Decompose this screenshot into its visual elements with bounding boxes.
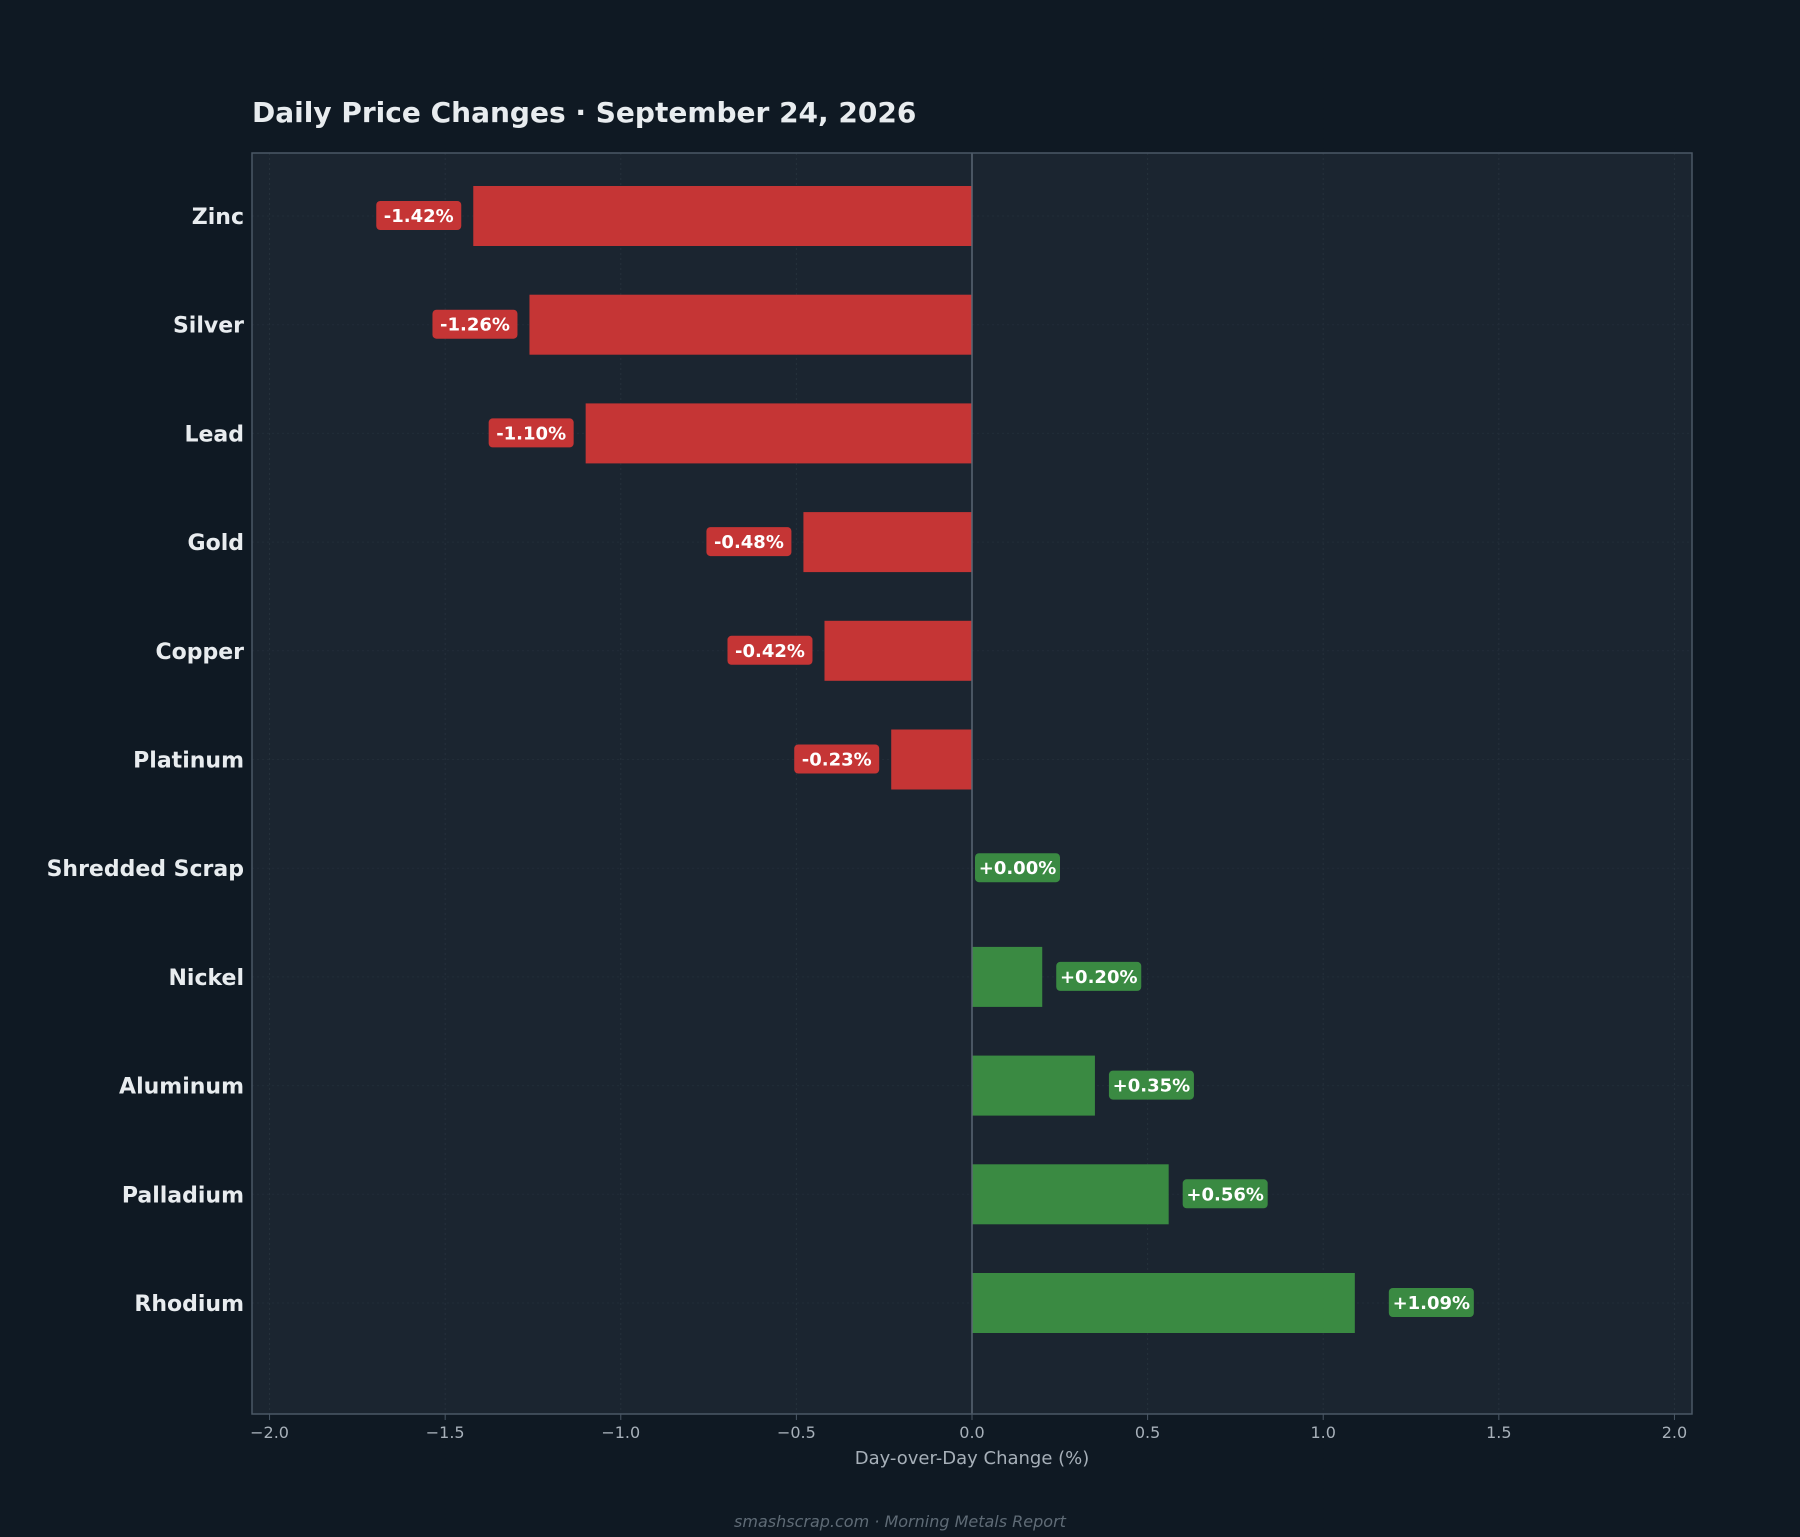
data-label: -1.10% (488, 418, 574, 448)
category-label: Aluminum (119, 1075, 244, 1100)
data-label-badge (488, 418, 574, 448)
data-label-text: +1.09% (1393, 1293, 1471, 1314)
bar (803, 512, 972, 573)
x-tick-label: 0.0 (959, 1423, 984, 1442)
data-label-badge (1182, 1179, 1268, 1209)
data-label-badge (975, 853, 1060, 883)
data-label-badge (1388, 1288, 1474, 1317)
x-tick-label: −1.0 (601, 1423, 640, 1442)
category-label: Palladium (122, 1183, 244, 1208)
data-labels: -1.42% -1.26% -1.10% -0.48% -0.42% -0.23% +0.0… (376, 201, 1474, 1317)
footer-credit: smashscrap.com · Morning Metals Report (734, 1512, 1067, 1531)
x-axis-ticks: −2.0 −1.5 −1.0 −0.5 0.0 0.5 1.0 1.5 2.0 (250, 1414, 1687, 1442)
x-tick-label: 1.5 (1486, 1423, 1511, 1442)
data-label-text: +0.35% (1113, 1076, 1191, 1097)
data-label-text: -0.42% (735, 641, 805, 662)
x-tick-label: 1.0 (1310, 1423, 1335, 1442)
bar (529, 294, 972, 355)
category-labels: Zinc Silver Lead Gold Copper Platinum Shredded… (47, 205, 245, 1317)
data-label: -0.48% (706, 527, 792, 557)
data-label-text: -0.48% (714, 532, 784, 553)
category-label: Rhodium (134, 1292, 244, 1317)
data-label-badge (706, 527, 792, 557)
data-label: -1.26% (432, 309, 518, 339)
category-label: Silver (173, 314, 244, 339)
data-label-text: +0.00% (979, 858, 1057, 879)
data-label: +0.35% (1108, 1070, 1194, 1100)
data-label: -0.42% (727, 635, 813, 665)
bar (972, 1273, 1355, 1333)
bars (473, 186, 1355, 1333)
data-label-text: +0.56% (1186, 1184, 1264, 1205)
data-label-text: -1.42% (384, 206, 454, 227)
bar (972, 946, 1043, 1007)
x-axis-label: Day-over-Day Change (%) (855, 1448, 1090, 1469)
data-label: -1.42% (376, 201, 462, 230)
category-label: Platinum (133, 749, 244, 774)
bar (824, 620, 972, 681)
data-label: +1.09% (1388, 1288, 1474, 1317)
category-label: Nickel (169, 966, 245, 991)
data-label-badge (1108, 1070, 1194, 1100)
category-label: Zinc (192, 205, 244, 230)
bar (972, 1055, 1095, 1116)
data-label-text: -1.10% (496, 423, 566, 444)
x-tick-label: −2.0 (250, 1423, 289, 1442)
chart-title: Daily Price Changes · September 24, 2026 (252, 96, 916, 129)
data-label: +0.20% (1056, 961, 1142, 991)
bar (972, 1164, 1169, 1225)
data-label-badge (727, 635, 813, 665)
bar (473, 186, 972, 246)
category-label: Lead (184, 422, 244, 447)
bar (891, 729, 972, 790)
category-label: Copper (155, 640, 244, 665)
data-label-text: -0.23% (802, 750, 872, 771)
data-label: +0.00% (975, 853, 1060, 883)
data-label-badge (794, 744, 880, 774)
x-tick-label: −1.5 (426, 1423, 465, 1442)
data-label-text: +0.20% (1060, 967, 1138, 988)
data-label-text: -1.26% (440, 315, 510, 336)
bar (585, 403, 972, 464)
data-label: +0.56% (1182, 1179, 1268, 1209)
data-label-badge (376, 201, 462, 230)
data-label-badge (432, 309, 518, 339)
data-label: -0.23% (794, 744, 880, 774)
x-tick-label: −0.5 (777, 1423, 816, 1442)
data-label-badge (1056, 961, 1142, 991)
category-label: Shredded Scrap (47, 857, 244, 882)
x-tick-label: 2.0 (1662, 1423, 1687, 1442)
category-label: Gold (188, 531, 244, 556)
x-tick-label: 0.5 (1135, 1423, 1160, 1442)
